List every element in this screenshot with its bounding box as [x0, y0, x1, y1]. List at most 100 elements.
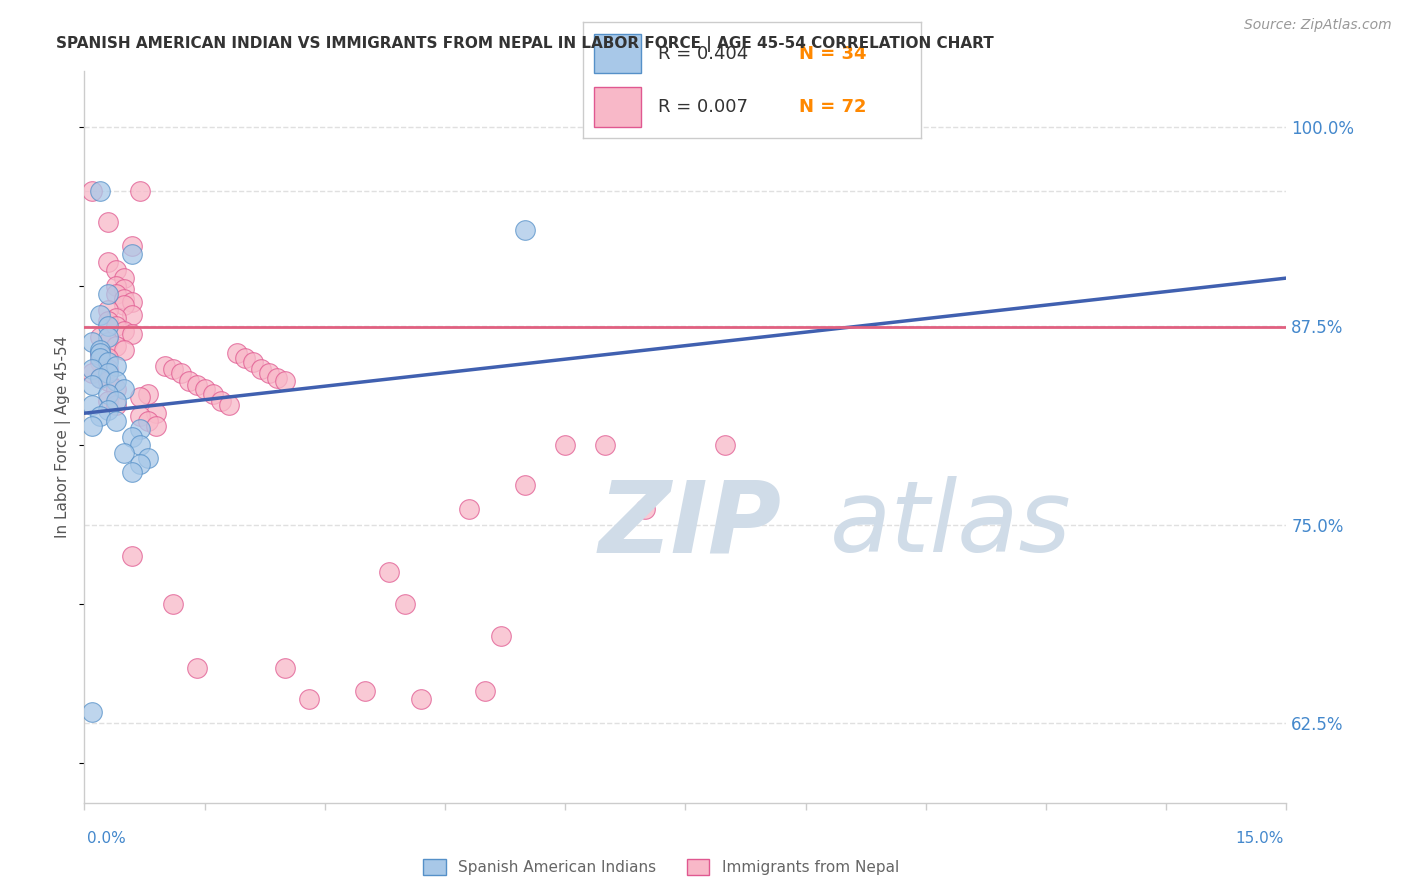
Point	[105, 383, 128, 397]
Point	[129, 409, 152, 424]
Point	[89, 355, 111, 369]
Point	[249, 361, 271, 376]
Point	[194, 383, 217, 397]
Point	[114, 282, 135, 296]
Point	[153, 359, 176, 373]
Point	[121, 430, 143, 444]
Point	[121, 308, 143, 322]
Point	[169, 367, 191, 381]
Point	[97, 375, 120, 389]
Point	[714, 438, 737, 452]
Point	[105, 398, 128, 412]
Text: SPANISH AMERICAN INDIAN VS IMMIGRANTS FROM NEPAL IN LABOR FORCE | AGE 45-54 CORR: SPANISH AMERICAN INDIAN VS IMMIGRANTS FR…	[56, 36, 994, 52]
Point	[105, 414, 128, 428]
FancyBboxPatch shape	[593, 34, 641, 73]
Point	[89, 351, 111, 365]
Point	[82, 705, 104, 719]
Point	[97, 318, 120, 333]
Point	[225, 346, 247, 360]
Point	[97, 330, 120, 344]
Point	[121, 549, 143, 564]
Point	[82, 398, 104, 412]
Point	[138, 414, 160, 428]
Point	[114, 343, 135, 357]
Point	[105, 375, 128, 389]
Point	[177, 375, 200, 389]
Text: R = 0.404: R = 0.404	[658, 45, 748, 62]
Point	[138, 387, 160, 401]
Point	[82, 419, 104, 434]
Point	[274, 375, 297, 389]
Point	[89, 409, 111, 424]
Point	[105, 339, 128, 353]
Point	[97, 387, 120, 401]
Point	[201, 387, 224, 401]
Point	[634, 501, 657, 516]
Point	[129, 457, 152, 471]
Point	[121, 326, 143, 341]
Point	[378, 566, 401, 580]
Point	[114, 298, 135, 312]
Legend: Spanish American Indians, Immigrants from Nepal: Spanish American Indians, Immigrants fro…	[423, 860, 898, 875]
Point	[515, 223, 537, 237]
Point	[97, 255, 120, 269]
Point	[233, 351, 256, 365]
Point	[97, 302, 120, 317]
Point	[138, 450, 160, 465]
Point	[114, 383, 135, 397]
Point	[114, 271, 135, 285]
Text: 15.0%: 15.0%	[1236, 831, 1284, 846]
Point	[89, 371, 111, 385]
Point	[105, 393, 128, 408]
Point	[474, 684, 496, 698]
Point	[97, 393, 120, 408]
Point	[554, 438, 576, 452]
Point	[97, 215, 120, 229]
Text: ZIP: ZIP	[599, 476, 782, 574]
Point	[105, 310, 128, 325]
Point	[186, 660, 208, 674]
Point	[105, 279, 128, 293]
Point	[409, 692, 432, 706]
Point	[97, 287, 120, 301]
Point	[298, 692, 321, 706]
Point	[105, 263, 128, 277]
Point	[266, 371, 288, 385]
Point	[82, 377, 104, 392]
Point	[121, 294, 143, 309]
Point	[242, 355, 264, 369]
Point	[162, 597, 184, 611]
Point	[121, 247, 143, 261]
Text: N = 34: N = 34	[800, 45, 868, 62]
Text: atlas: atlas	[830, 476, 1071, 574]
Text: Source: ZipAtlas.com: Source: ZipAtlas.com	[1244, 18, 1392, 32]
Point	[394, 597, 416, 611]
FancyBboxPatch shape	[593, 87, 641, 127]
Point	[82, 184, 104, 198]
Point	[105, 287, 128, 301]
Point	[89, 184, 111, 198]
Point	[105, 318, 128, 333]
Point	[209, 393, 232, 408]
Point	[89, 308, 111, 322]
Point	[129, 422, 152, 436]
Point	[114, 324, 135, 338]
Point	[218, 398, 240, 412]
Text: R = 0.007: R = 0.007	[658, 98, 748, 116]
Point	[595, 438, 617, 452]
Point	[97, 367, 120, 381]
Point	[97, 355, 120, 369]
Point	[89, 346, 111, 360]
Point	[114, 446, 135, 460]
Point	[458, 501, 481, 516]
Point	[274, 660, 297, 674]
Point	[121, 239, 143, 253]
Point	[89, 343, 111, 357]
Point	[97, 403, 120, 417]
Point	[145, 419, 167, 434]
Point	[114, 292, 135, 306]
Y-axis label: In Labor Force | Age 45-54: In Labor Force | Age 45-54	[55, 336, 72, 538]
Point	[82, 361, 104, 376]
Point	[89, 371, 111, 385]
Point	[97, 334, 120, 349]
